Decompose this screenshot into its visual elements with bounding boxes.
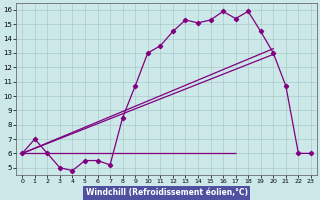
X-axis label: Windchill (Refroidissement éolien,°C): Windchill (Refroidissement éolien,°C) xyxy=(85,188,248,197)
